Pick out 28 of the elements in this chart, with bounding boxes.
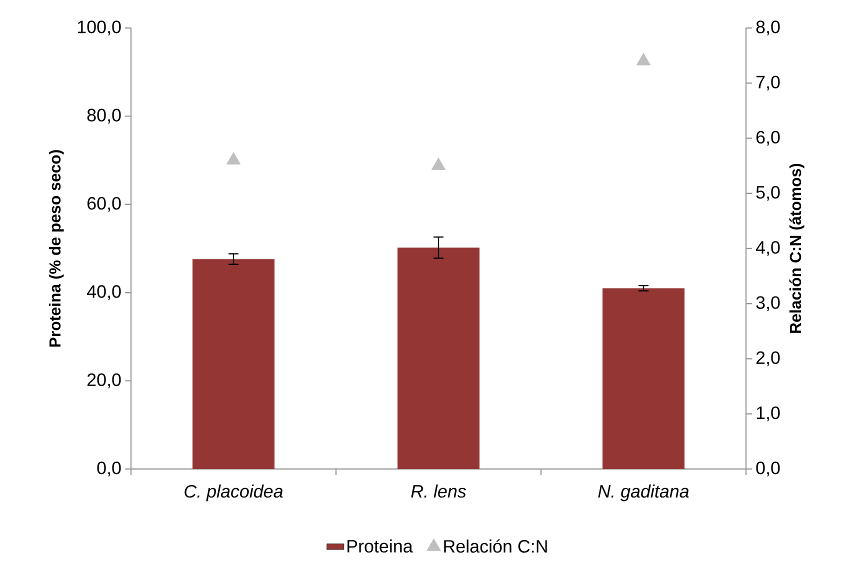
point [226,152,241,164]
x-tick-label: C. placoidea [184,484,283,502]
y2-tick-label: 0,0 [756,462,780,476]
y-tick-label: 80,0 [87,108,121,124]
point [431,158,446,170]
y2-tick-label: 8,0 [756,20,780,36]
y-tick-label: 60,0 [87,196,121,212]
bar [192,259,275,469]
y2-tick-label: 7,0 [756,76,780,91]
y2-tick-label: 4,0 [756,241,780,256]
y-tick-label: 100,0 [78,20,121,36]
y2-tick-label: 3,0 [756,296,780,312]
x-tick-label: R. lens [411,484,466,498]
bar [398,248,480,469]
x-tick-label: N. gaditana [598,484,689,502]
y2-tick-label: 6,0 [756,130,780,146]
point [636,52,651,66]
legend-label: Relación C:N [444,539,547,553]
y2-tick-label: 5,0 [756,186,780,201]
y2-tick-label: 1,0 [756,406,780,422]
y-tick-label: 20,0 [87,373,121,388]
y-tick-label: 0,0 [97,462,121,476]
y2-axis-title: Relación C:N (átomos) [789,164,804,333]
y-tick-label: 40,0 [86,285,121,300]
bar [602,288,685,469]
y-axis-title: Proteina (% de peso seco) [48,150,64,347]
legend-label: Proteina [348,539,413,553]
y2-tick-label: 2,0 [756,351,780,366]
